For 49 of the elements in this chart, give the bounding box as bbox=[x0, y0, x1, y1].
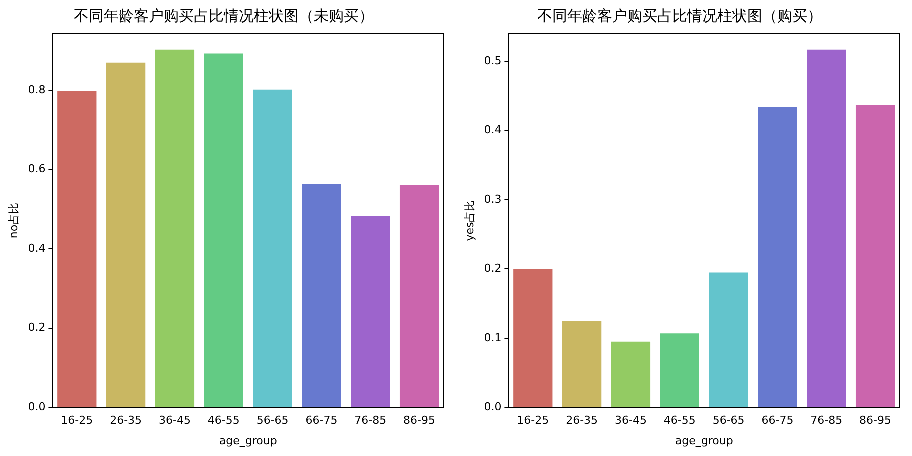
chart-title: 不同年龄客户购买占比情况柱状图（未购买） bbox=[74, 6, 374, 25]
bar bbox=[302, 184, 342, 408]
x-tick-label: 36-45 bbox=[158, 414, 191, 428]
x-tick-label: 56-65 bbox=[256, 414, 289, 428]
bar bbox=[58, 91, 97, 408]
y-tick-label: 0.6 bbox=[28, 162, 46, 176]
bar bbox=[562, 321, 602, 408]
bar bbox=[351, 216, 390, 408]
x-tick-label: 36-45 bbox=[614, 414, 647, 428]
chart-title: 不同年龄客户购买占比情况柱状图（购买） bbox=[538, 6, 822, 25]
y-tick-label: 0.5 bbox=[484, 54, 502, 68]
y-tick-label: 0.3 bbox=[484, 192, 502, 206]
x-axis-title: age_group bbox=[675, 434, 734, 448]
x-tick-label: 86-95 bbox=[404, 414, 436, 428]
x-tick-label: 66-75 bbox=[762, 414, 794, 428]
y-tick-label: 0.8 bbox=[28, 84, 46, 97]
x-tick-label: 46-55 bbox=[664, 414, 696, 428]
bar bbox=[758, 107, 798, 408]
y-tick-label: 0.4 bbox=[484, 124, 502, 137]
x-tick-label: 66-75 bbox=[306, 414, 338, 428]
bar bbox=[807, 50, 846, 408]
x-tick-label: 16-25 bbox=[61, 414, 94, 428]
y-tick-label: 0.0 bbox=[28, 400, 46, 414]
bar bbox=[106, 62, 146, 408]
x-tick-label: 26-35 bbox=[566, 414, 598, 428]
y-tick-label: 0.2 bbox=[484, 262, 502, 276]
bar bbox=[709, 272, 748, 408]
y-tick-label: 0.2 bbox=[28, 321, 46, 334]
bar bbox=[400, 185, 440, 408]
y-tick-label: 0.1 bbox=[484, 331, 502, 344]
x-tick-label: 16-25 bbox=[517, 414, 550, 428]
bar bbox=[253, 90, 292, 408]
bar bbox=[856, 105, 896, 408]
x-tick-label: 56-65 bbox=[712, 414, 745, 428]
bar bbox=[155, 50, 195, 408]
x-tick-label: 76-85 bbox=[810, 414, 843, 428]
y-tick-label: 0.4 bbox=[28, 242, 46, 255]
x-tick-label: 86-95 bbox=[860, 414, 892, 428]
x-tick-label: 46-55 bbox=[208, 414, 240, 428]
y-axis-title: no占比 bbox=[7, 202, 20, 239]
y-tick-label: 0.0 bbox=[484, 400, 502, 414]
x-tick-label: 76-85 bbox=[354, 414, 387, 428]
bar bbox=[204, 54, 244, 408]
bar bbox=[611, 342, 651, 408]
x-tick-label: 26-35 bbox=[110, 414, 142, 428]
bar bbox=[660, 334, 700, 408]
y-axis-title: yes占比 bbox=[463, 200, 476, 242]
x-axis-title: age_group bbox=[219, 434, 278, 448]
bar bbox=[514, 269, 553, 408]
